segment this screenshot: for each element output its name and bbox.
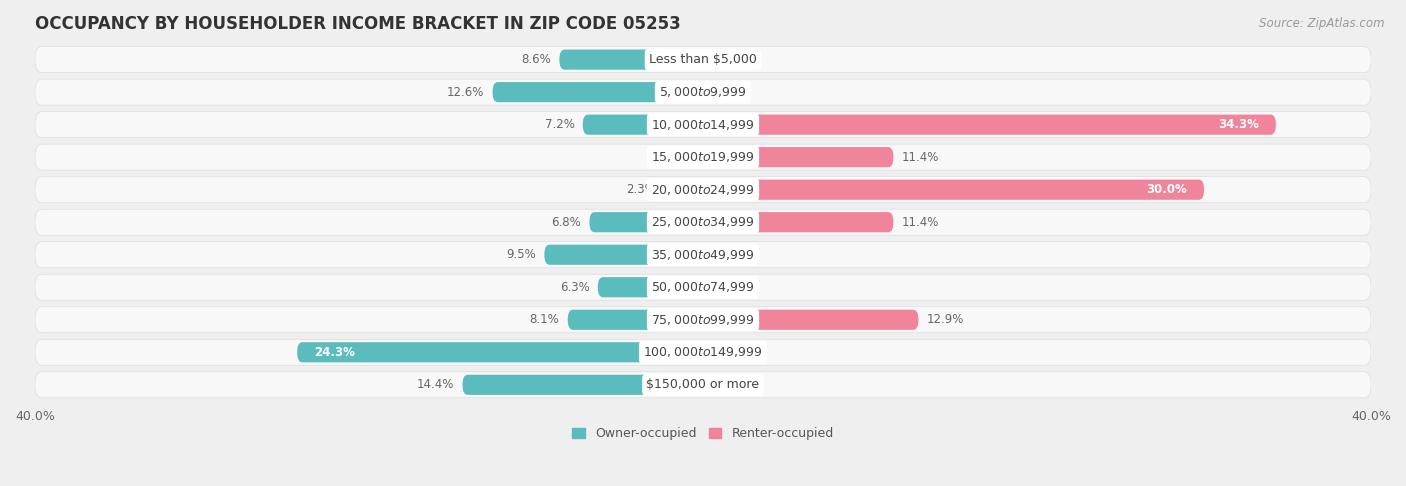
Text: 24.3%: 24.3% bbox=[314, 346, 354, 359]
Text: $50,000 to $74,999: $50,000 to $74,999 bbox=[651, 280, 755, 294]
Text: 6.3%: 6.3% bbox=[560, 281, 589, 294]
Text: 11.4%: 11.4% bbox=[901, 151, 939, 164]
FancyBboxPatch shape bbox=[492, 82, 703, 102]
FancyBboxPatch shape bbox=[35, 209, 1371, 235]
Text: $150,000 or more: $150,000 or more bbox=[647, 378, 759, 391]
FancyBboxPatch shape bbox=[568, 310, 703, 330]
Legend: Owner-occupied, Renter-occupied: Owner-occupied, Renter-occupied bbox=[568, 422, 838, 445]
Text: 2.3%: 2.3% bbox=[627, 183, 657, 196]
FancyBboxPatch shape bbox=[35, 47, 1371, 72]
Text: $25,000 to $34,999: $25,000 to $34,999 bbox=[651, 215, 755, 229]
FancyBboxPatch shape bbox=[589, 212, 703, 232]
FancyBboxPatch shape bbox=[544, 244, 703, 265]
Text: Less than $5,000: Less than $5,000 bbox=[650, 53, 756, 66]
Text: 12.6%: 12.6% bbox=[447, 86, 484, 99]
FancyBboxPatch shape bbox=[560, 50, 703, 69]
FancyBboxPatch shape bbox=[35, 274, 1371, 300]
FancyBboxPatch shape bbox=[703, 212, 893, 232]
FancyBboxPatch shape bbox=[703, 310, 918, 330]
Text: 30.0%: 30.0% bbox=[1147, 183, 1187, 196]
Text: 0.0%: 0.0% bbox=[711, 378, 741, 391]
Text: $20,000 to $24,999: $20,000 to $24,999 bbox=[651, 183, 755, 197]
Text: 0.0%: 0.0% bbox=[711, 346, 741, 359]
Text: $15,000 to $19,999: $15,000 to $19,999 bbox=[651, 150, 755, 164]
Text: $5,000 to $9,999: $5,000 to $9,999 bbox=[659, 85, 747, 99]
FancyBboxPatch shape bbox=[703, 180, 1204, 200]
Text: $75,000 to $99,999: $75,000 to $99,999 bbox=[651, 313, 755, 327]
FancyBboxPatch shape bbox=[703, 115, 1275, 135]
FancyBboxPatch shape bbox=[35, 242, 1371, 268]
FancyBboxPatch shape bbox=[35, 372, 1371, 398]
Text: 6.8%: 6.8% bbox=[551, 216, 581, 229]
FancyBboxPatch shape bbox=[463, 375, 703, 395]
Text: $35,000 to $49,999: $35,000 to $49,999 bbox=[651, 248, 755, 262]
FancyBboxPatch shape bbox=[297, 342, 703, 363]
Text: 0.0%: 0.0% bbox=[711, 86, 741, 99]
Text: OCCUPANCY BY HOUSEHOLDER INCOME BRACKET IN ZIP CODE 05253: OCCUPANCY BY HOUSEHOLDER INCOME BRACKET … bbox=[35, 15, 681, 33]
FancyBboxPatch shape bbox=[598, 277, 703, 297]
Text: 14.4%: 14.4% bbox=[416, 378, 454, 391]
FancyBboxPatch shape bbox=[35, 307, 1371, 333]
FancyBboxPatch shape bbox=[35, 112, 1371, 138]
Text: 7.2%: 7.2% bbox=[544, 118, 575, 131]
Text: $10,000 to $14,999: $10,000 to $14,999 bbox=[651, 118, 755, 132]
Text: 9.5%: 9.5% bbox=[506, 248, 536, 261]
Text: 0.0%: 0.0% bbox=[711, 281, 741, 294]
FancyBboxPatch shape bbox=[582, 115, 703, 135]
Text: 0.0%: 0.0% bbox=[711, 248, 741, 261]
Text: $100,000 to $149,999: $100,000 to $149,999 bbox=[644, 345, 762, 359]
FancyBboxPatch shape bbox=[703, 147, 893, 167]
FancyBboxPatch shape bbox=[35, 79, 1371, 105]
Text: 8.1%: 8.1% bbox=[530, 313, 560, 326]
Text: 0.0%: 0.0% bbox=[665, 151, 695, 164]
Text: 0.0%: 0.0% bbox=[711, 53, 741, 66]
Text: Source: ZipAtlas.com: Source: ZipAtlas.com bbox=[1260, 17, 1385, 30]
FancyBboxPatch shape bbox=[665, 180, 703, 200]
Text: 11.4%: 11.4% bbox=[901, 216, 939, 229]
FancyBboxPatch shape bbox=[35, 339, 1371, 365]
Text: 12.9%: 12.9% bbox=[927, 313, 965, 326]
Text: 8.6%: 8.6% bbox=[522, 53, 551, 66]
FancyBboxPatch shape bbox=[35, 144, 1371, 170]
Text: 34.3%: 34.3% bbox=[1218, 118, 1260, 131]
FancyBboxPatch shape bbox=[35, 177, 1371, 203]
